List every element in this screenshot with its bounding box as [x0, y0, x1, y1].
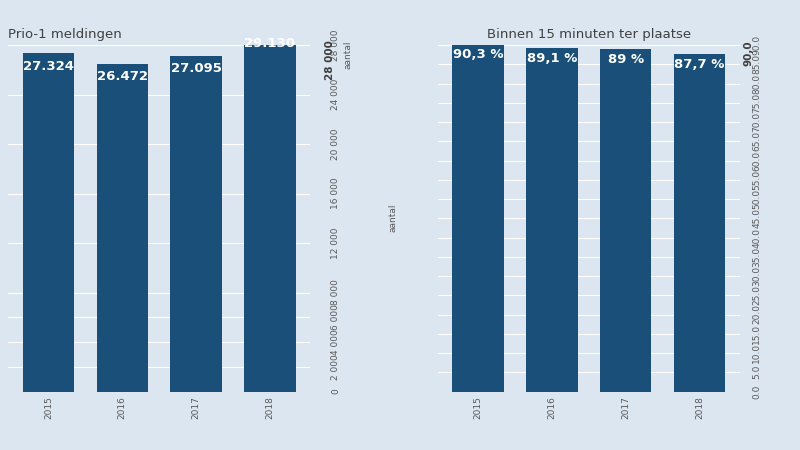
Title: Binnen 15 minuten ter plaatse: Binnen 15 minuten ter plaatse — [486, 28, 691, 41]
Text: Prio-1 meldingen: Prio-1 meldingen — [8, 28, 122, 41]
Bar — [674, 54, 726, 392]
Bar — [244, 31, 296, 392]
Text: 89 %: 89 % — [607, 53, 644, 66]
Text: 89,1 %: 89,1 % — [526, 52, 577, 65]
Text: 27.095: 27.095 — [170, 63, 222, 76]
Y-axis label: aantal: aantal — [389, 204, 398, 233]
Text: 27.324: 27.324 — [23, 59, 74, 72]
Text: aantal: aantal — [343, 40, 353, 69]
Bar — [526, 49, 578, 392]
Bar — [452, 44, 504, 392]
Text: 90,3 %: 90,3 % — [453, 48, 503, 61]
Bar — [170, 56, 222, 392]
Text: 26.472: 26.472 — [97, 70, 148, 83]
Text: 90,0: 90,0 — [744, 40, 754, 66]
Bar — [97, 64, 148, 391]
Text: 87,7 %: 87,7 % — [674, 58, 725, 71]
Bar — [22, 54, 74, 392]
Text: 29.130: 29.130 — [245, 37, 295, 50]
Bar — [600, 49, 651, 392]
Text: 28 000: 28 000 — [326, 40, 335, 81]
